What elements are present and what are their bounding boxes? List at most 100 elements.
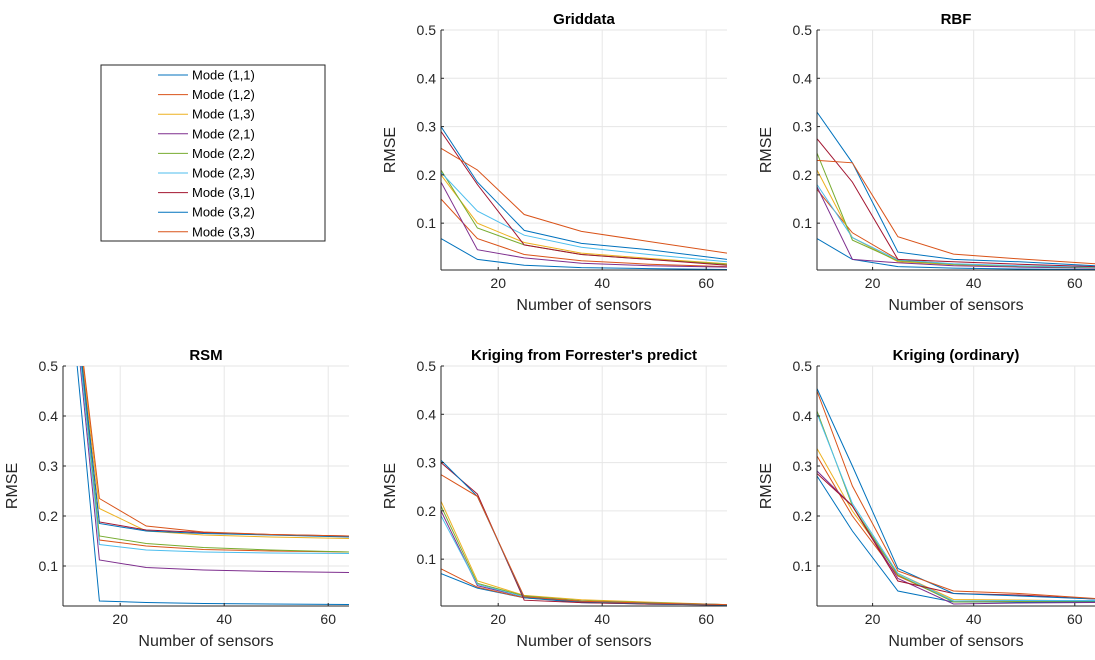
series-line: [817, 390, 1095, 599]
y-axis-label: RMSE: [382, 127, 399, 173]
legend-item: Mode (1,1): [158, 68, 255, 83]
subplot-3: 20 40 60 0.1 0.2 0.3 0.4 0.5 Number of sensors RM…: [4, 347, 349, 650]
series-line: [817, 410, 1095, 603]
legend: Mode (1,1) Mode (1,2) Mode (1,3) Mode (2,1)…: [100, 64, 326, 242]
series-line: [441, 238, 727, 270]
y-tick-label: 0.3: [39, 458, 59, 474]
series-line: [441, 515, 727, 606]
legend-item: Mode (3,1): [158, 185, 255, 200]
legend-item: Mode (3,2): [158, 205, 255, 220]
legend-label: Mode (2,3): [192, 166, 255, 181]
x-tick-label: 60: [320, 611, 336, 627]
legend-label: Mode (3,3): [192, 224, 255, 239]
y-tick-label: 0.4: [793, 70, 813, 86]
series-line: [817, 152, 1095, 269]
series-line: [441, 126, 727, 260]
series-group: [817, 388, 1095, 605]
y-axis-label: RMSE: [758, 463, 775, 509]
series-group: [441, 459, 727, 606]
grid: [441, 29, 727, 270]
legend-label: Mode (3,1): [192, 185, 255, 200]
y-tick-label: 0.2: [39, 508, 59, 524]
x-axis-label: Number of sensors: [138, 633, 273, 650]
legend-item: Mode (2,2): [158, 146, 255, 161]
subplot-title: Kriging (ordinary): [893, 347, 1020, 364]
y-tick-label: 0.1: [793, 215, 813, 231]
legend-item: Mode (2,3): [158, 166, 255, 181]
x-tick-label: 40: [216, 611, 232, 627]
y-tick-label: 0.1: [417, 215, 437, 231]
x-tick-label: 60: [1067, 275, 1083, 291]
x-tick-label: 40: [594, 611, 610, 627]
series-line: [76, 366, 349, 605]
series-line: [79, 366, 349, 573]
series-line: [817, 475, 1095, 603]
grid: [817, 365, 1095, 606]
y-tick-label: 0.4: [793, 408, 813, 424]
y-tick-label: 0.2: [793, 167, 813, 183]
x-tick-label: 20: [865, 275, 881, 291]
series-line: [82, 366, 349, 539]
axes: 20 40 60 0.1 0.2 0.3 0.4 0.5: [417, 22, 727, 291]
series-line: [817, 138, 1095, 268]
series-line: [441, 510, 727, 606]
legend-label: Mode (1,2): [192, 87, 255, 102]
series-line: [817, 470, 1095, 605]
x-axis-label: Number of sensors: [888, 297, 1023, 314]
legend-label: Mode (2,2): [192, 146, 255, 161]
legend-box: [100, 64, 326, 242]
legend-item: Mode (2,1): [158, 126, 255, 141]
series-group: [441, 126, 727, 270]
series-line: [441, 147, 727, 254]
series-line: [441, 174, 727, 265]
y-tick-label: 0.2: [417, 503, 437, 519]
series-group: [76, 366, 349, 605]
series-line: [441, 172, 727, 263]
grid: [817, 29, 1095, 270]
series-line: [441, 131, 727, 266]
x-axis-label: Number of sensors: [516, 297, 651, 314]
y-tick-label: 0.3: [417, 455, 437, 471]
x-tick-label: 60: [1067, 611, 1083, 627]
axes: 20 40 60 0.1 0.2 0.3 0.4 0.5: [793, 22, 1095, 291]
y-axis-label: RMSE: [4, 463, 21, 509]
y-axis-label: RMSE: [382, 463, 399, 509]
y-tick-label: 0.4: [39, 408, 59, 424]
subplot-4: 20 40 60 0.1 0.2 0.3 0.4 0.5 Number of sensors RM…: [382, 347, 727, 650]
legend-label: Mode (2,1): [192, 126, 255, 141]
grid: [441, 365, 727, 606]
x-tick-label: 20: [112, 611, 128, 627]
y-tick-label: 0.2: [417, 167, 437, 183]
series-line: [441, 169, 727, 265]
y-tick-label: 0.5: [417, 22, 437, 38]
x-tick-label: 60: [698, 611, 714, 627]
series-line: [80, 366, 349, 553]
legend-item: Mode (1,2): [158, 87, 255, 102]
x-axis-label: Number of sensors: [516, 633, 651, 650]
x-tick-label: 60: [698, 275, 714, 291]
y-tick-label: 0.5: [39, 358, 59, 374]
subplot-2: 20 40 60 0.1 0.2 0.3 0.4 0.5 Number of sensors RM…: [758, 11, 1095, 314]
legend-label: Mode (1,3): [192, 107, 255, 122]
series-line: [81, 366, 349, 538]
series-line: [441, 474, 727, 606]
y-tick-label: 0.4: [417, 406, 437, 422]
y-tick-label: 0.2: [793, 508, 813, 524]
x-tick-label: 20: [490, 275, 506, 291]
series-line: [817, 111, 1095, 267]
y-tick-label: 0.3: [417, 119, 437, 135]
axes: 20 40 60 0.1 0.2 0.3 0.4 0.5: [793, 358, 1095, 627]
axes: 20 40 60 0.1 0.2 0.3 0.4 0.5: [417, 358, 727, 627]
series-line: [817, 413, 1095, 602]
y-tick-label: 0.3: [793, 119, 813, 135]
series-line: [817, 159, 1095, 265]
axes: 20 40 60 0.1 0.2 0.3 0.4 0.5: [39, 358, 349, 627]
legend-label: Mode (3,2): [192, 205, 255, 220]
x-tick-label: 20: [865, 611, 881, 627]
grid: [63, 365, 349, 606]
series-line: [817, 169, 1095, 269]
y-axis-label: RMSE: [758, 127, 775, 173]
x-axis-label: Number of sensors: [888, 633, 1023, 650]
y-tick-label: 0.1: [39, 558, 59, 574]
series-line: [817, 189, 1095, 269]
